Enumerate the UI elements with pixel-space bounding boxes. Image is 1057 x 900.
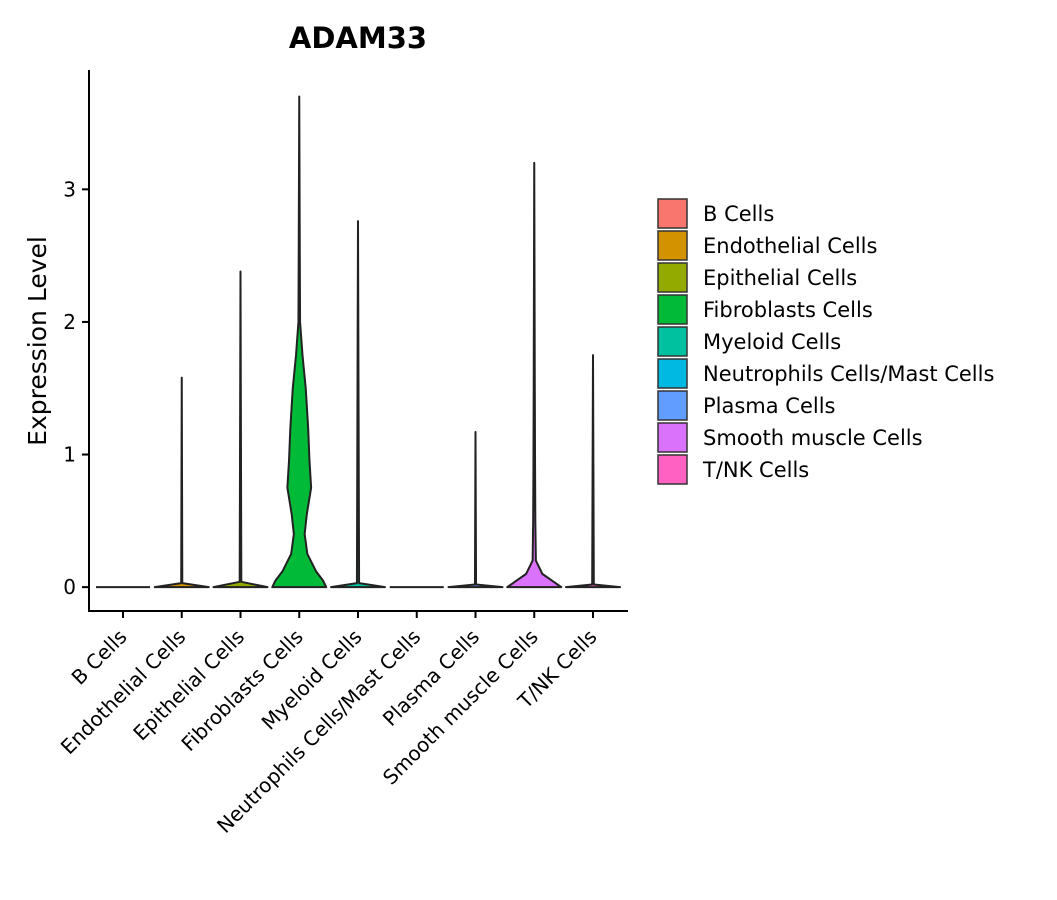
violin-smooth-muscle-cells bbox=[506, 161, 563, 589]
violin-myeloid-cells bbox=[330, 220, 386, 589]
violin-epithelial-cells bbox=[212, 270, 269, 589]
legend-swatch-myeloid-cells bbox=[657, 326, 688, 357]
legend-label-fibroblasts-cells: Fibroblasts Cells bbox=[703, 298, 873, 322]
legend-swatch-endothelial-cells bbox=[657, 230, 688, 261]
violin-plasma-cells bbox=[447, 430, 504, 589]
y-tick-label: 2 bbox=[63, 310, 76, 334]
legend-label-epithelial-cells: Epithelial Cells bbox=[703, 266, 857, 290]
legend-label-neutrophils-cells-mast-cells: Neutrophils Cells/Mast Cells bbox=[703, 362, 994, 386]
y-axis-label: Expression Level bbox=[23, 236, 52, 446]
y-axis-ticks: 0 1 2 3 bbox=[63, 177, 89, 599]
legend-label-plasma-cells: Plasma Cells bbox=[703, 394, 836, 418]
y-tick-label: 3 bbox=[63, 177, 76, 201]
violin-group bbox=[96, 95, 621, 589]
violin-t-nk-cells bbox=[565, 354, 621, 589]
legend-swatch-fibroblasts-cells bbox=[657, 294, 688, 325]
legend-label-endothelial-cells: Endothelial Cells bbox=[703, 234, 877, 258]
legend-swatch-smooth-muscle-cells bbox=[657, 422, 688, 453]
y-tick-label: 0 bbox=[63, 575, 76, 599]
legend-swatch-neutrophils-cells-mast-cells bbox=[657, 358, 688, 389]
legend-label-myeloid-cells: Myeloid Cells bbox=[703, 330, 841, 354]
y-tick-label: 1 bbox=[63, 443, 76, 467]
legend-swatch-plasma-cells bbox=[657, 390, 688, 421]
legend-swatch-epithelial-cells bbox=[657, 262, 688, 293]
violin-fibroblasts-cells bbox=[271, 95, 328, 589]
legend-label-t-nk-cells: T/NK Cells bbox=[702, 458, 809, 482]
legend-swatch-t-nk-cells bbox=[657, 454, 688, 485]
chart-title: ADAM33 bbox=[289, 21, 427, 55]
legend-label-b-cells: B Cells bbox=[703, 202, 774, 226]
legend-swatch-b-cells bbox=[657, 198, 688, 229]
violin-endothelial-cells bbox=[153, 376, 210, 589]
legend: B Cells Endothelial Cells Epithelial Cells… bbox=[657, 198, 994, 485]
legend-label-smooth-muscle-cells: Smooth muscle Cells bbox=[703, 426, 923, 450]
